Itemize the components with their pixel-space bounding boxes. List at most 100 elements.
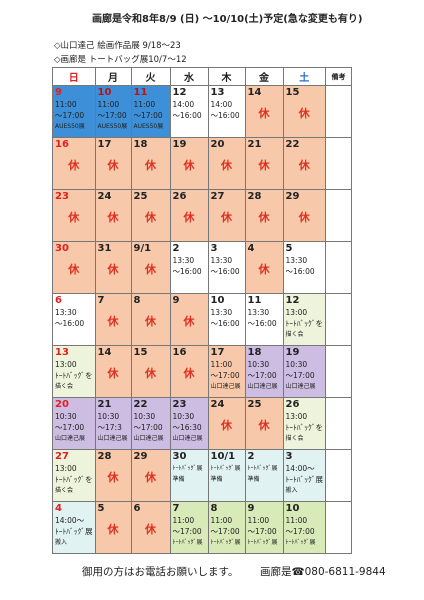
cell-text: ﾄｰﾄﾊﾞｯｸﾞを [55,371,93,380]
day-number: 9 [247,503,255,514]
cell-text: ～16:00 [210,319,240,328]
weekday-header: 土 [282,67,326,86]
closed-mark: 休 [221,159,232,172]
day-number: 6 [133,503,141,514]
cell-text: 13:00 [55,360,77,369]
day-cell: 12 14:00 ～16:00 [169,85,209,138]
day-cell: 18 休 [130,137,171,190]
day-cell: 7 11:00 ～17:00 ﾄｰﾄﾊﾞｯｸﾞ展 [169,501,209,554]
weekday-header: 金 [244,67,284,86]
day-number: 26 [285,399,300,410]
day-cell: 25 休 [130,189,171,242]
day-number: 10 [97,87,112,98]
week-row: 4 14:00～ ﾄｰﾄﾊﾞｯｸﾞ展 搬入 5 休 6 休 7 11:00 ～17:00 ﾄｰﾄﾊﾞｯ… [52,501,352,554]
cell-text: ～16:00 [172,267,202,276]
cell-text: 山口達己展 [285,383,316,390]
day-number: 10/1 [210,451,236,462]
cell-text: 準備 [210,476,223,483]
day-number: 13 [210,87,225,98]
day-cell: 10 11:00 ～17:00 AUES50展 [94,85,132,138]
day-number: 11 [247,295,262,306]
day-number: 26 [172,191,187,202]
cell-text: ～16:00 [285,267,315,276]
cell-text: AUES50展 [55,123,85,130]
cell-text: 搬入 [285,487,298,494]
day-cell: 21 休 [244,137,284,190]
day-number: 18 [247,347,262,358]
cell-text: 13:00 [285,308,308,317]
day-cell: 27 休 [207,189,246,242]
day-number: 11 [133,87,148,98]
title: 画廊是令和8年8/9 (日) ～10/10(土)予定(急な変更も有り) [92,14,363,25]
day-number: 24 [97,191,112,202]
closed-mark: 休 [107,367,119,380]
day-cell: 19 休 [169,137,209,190]
cell-text: ～17:00 [210,371,240,380]
cell-text: 山口達己展 [55,435,86,442]
cell-text: ﾄｰﾄﾊﾞｯｸﾞ展 [55,527,93,536]
cell-text: 11:00 [133,100,156,109]
day-number: 16 [55,139,69,150]
cell-text: ～17:00 [210,527,240,536]
calendar: 日月火水木金土備考 9 11:00 ～17:00 AUES50展 10 11:00 ～17:0… [52,67,352,554]
cell-text: 11:00 [210,516,233,525]
cell-text: 10:30 [133,412,156,421]
day-cell: 27 13:00 ﾄｰﾄﾊﾞｯｸﾞを 描く会 [52,449,96,502]
note: ◇山口達己 絵画作品展 9/18～23 [54,41,181,51]
day-number: 3 [210,243,218,254]
day-cell: 26 休 [169,189,209,242]
cell-text: ﾄｰﾄﾊﾞｯｸﾞ展 [172,539,203,546]
remarks-cell [325,189,352,242]
day-cell: 17 休 [94,137,132,190]
weekday-header: 水 [169,67,209,86]
day-number: 4 [55,503,62,514]
cell-text: ～16:00 [247,319,277,328]
cell-text: ﾄｰﾄﾊﾞｯｸﾞ展 [210,539,241,546]
day-number: 19 [285,347,300,358]
cell-text: ～16:00 [210,267,240,276]
day-cell: 22 10:30 ～17:00 山口達己展 [130,397,171,450]
day-number: 2 [247,451,255,462]
day-number: 21 [247,139,262,150]
day-cell: 22 休 [282,137,326,190]
day-number: 13 [55,347,69,358]
day-number: 22 [133,399,148,410]
weekday-header: 備考 [325,67,352,86]
day-number: 8 [133,295,141,306]
day-cell: 3 14:00～ ﾄｰﾄﾊﾞｯｸﾞ展 搬入 [282,449,326,502]
day-number: 7 [97,295,105,306]
closed-mark: 休 [68,263,80,276]
closed-mark: 休 [145,159,156,172]
cell-text: 11:00 [210,360,233,369]
day-cell: 9 11:00 ～17:00 AUES50展 [52,85,96,138]
closed-mark: 休 [183,211,195,224]
cell-text: ～17:00 [285,527,315,536]
closed-mark: 休 [145,471,156,484]
cell-text: ～17:3 [97,423,122,432]
footer-contact: 画廊是☎080-6811-9844 [260,566,386,578]
day-number: 19 [172,139,187,150]
day-number: 4 [247,243,255,254]
cell-text: 13:30 [210,256,233,265]
day-number: 30 [55,243,69,254]
day-number: 29 [285,191,300,202]
closed-mark: 休 [68,211,80,224]
day-cell: 16 休 [169,345,209,398]
closed-mark: 休 [183,159,195,172]
cell-text: 14:00 [172,100,195,109]
day-number: 16 [172,347,187,358]
day-cell: 30 ﾄｰﾄﾊﾞｯｸﾞ展 準備 [169,449,209,502]
day-cell: 15 休 [282,85,326,138]
closed-mark: 休 [258,159,270,172]
cell-text: 14:00～ [55,516,85,525]
day-number: 15 [285,87,300,98]
day-cell: 14 休 [94,345,132,398]
cell-text: 11:00 [247,516,270,525]
day-number: 15 [133,347,148,358]
cell-text: 10:30 [55,412,77,421]
weekday-header: 木 [207,67,246,86]
cell-text: ﾄｰﾄﾊﾞｯｸﾞ展 [247,465,278,472]
